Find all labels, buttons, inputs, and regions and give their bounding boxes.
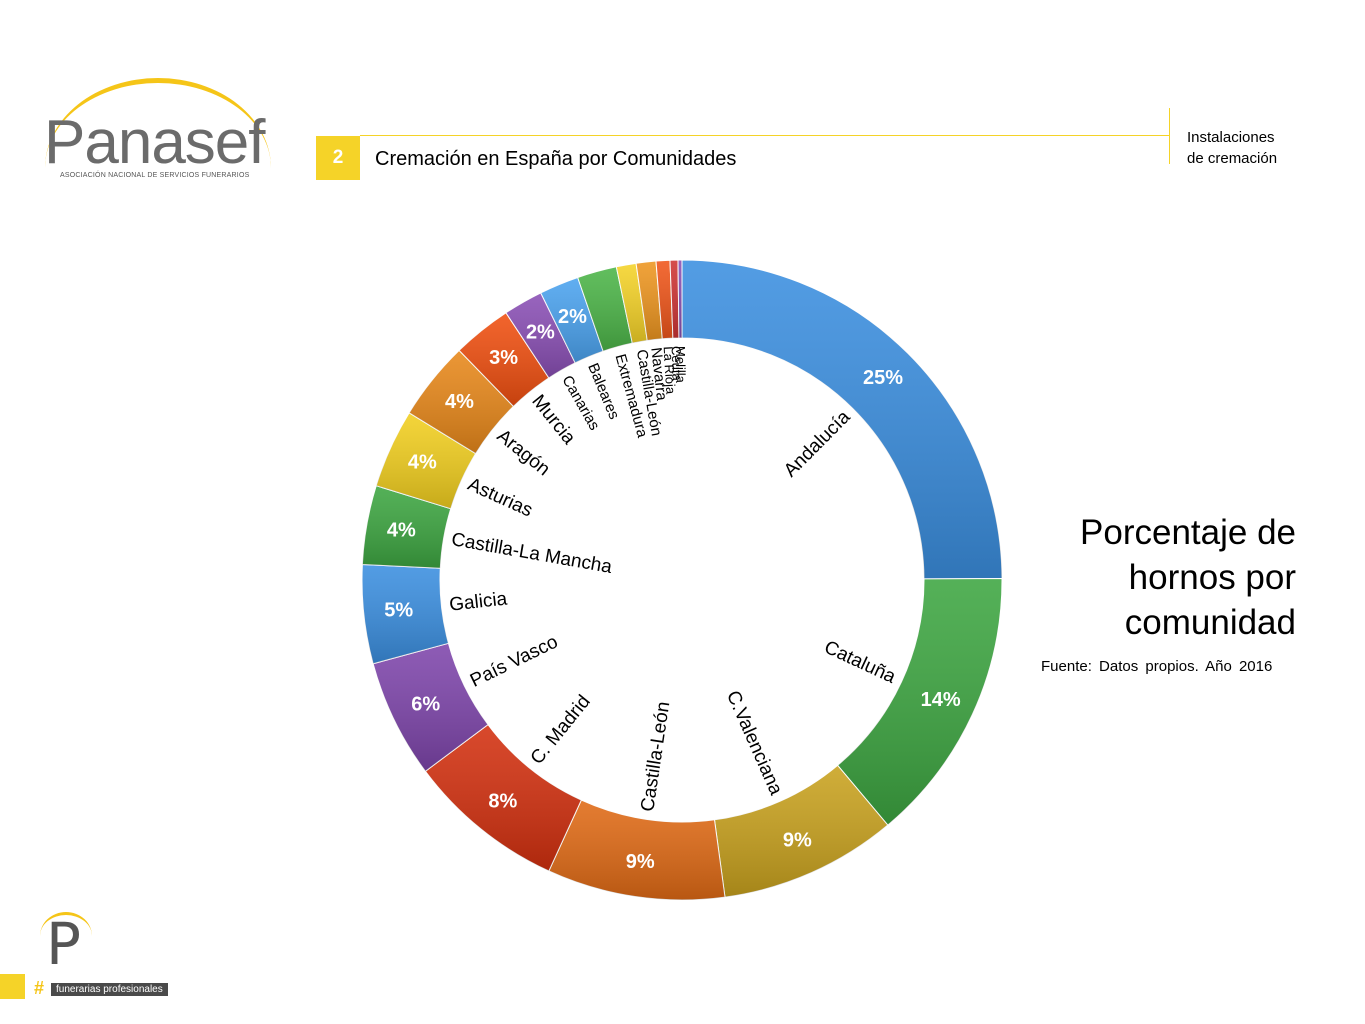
- slice-percent-label: 6%: [411, 694, 440, 716]
- slice-category-label: C.Valenciana: [722, 688, 787, 799]
- slice-category-label: Aragón: [493, 426, 554, 481]
- source-note: Fuente: Datos propios. Año 2016: [1041, 658, 1273, 675]
- donut-slice-shade: [636, 261, 663, 341]
- donut-slice-shade: [362, 485, 451, 569]
- logo-arc: [45, 78, 271, 168]
- section-title: Cremación en España por Comunidades: [375, 148, 737, 170]
- slice-percent-label: 14%: [921, 689, 961, 711]
- slice-category-label: Asturias: [464, 474, 535, 521]
- donut-slice-shade: [682, 260, 1002, 579]
- side-label-line: de cremación: [1187, 150, 1278, 167]
- header-divider: [360, 135, 1170, 136]
- donut-slice-shade: [505, 292, 576, 378]
- donut-slice-shade: [409, 350, 514, 454]
- footer-accent-block: [0, 974, 25, 999]
- slice-category-label: C. Madrid: [527, 691, 595, 768]
- footer-hash: #: [34, 978, 45, 998]
- slice-percent-label: 9%: [626, 851, 655, 873]
- donut-slice-shade: [669, 260, 679, 339]
- donut-slice-shade: [425, 724, 582, 871]
- logo-wordmark: Panasef: [44, 108, 266, 177]
- slice-category-label: Andalucía: [780, 406, 855, 481]
- slice-category-label: Melilla: [673, 346, 688, 384]
- slice-category-label: Galicia: [448, 588, 508, 615]
- slice-percent-label: 8%: [488, 791, 517, 813]
- slice-percent-label: 4%: [408, 452, 437, 474]
- chart-side-title: Porcentaje de hornos por comunidad: [996, 510, 1296, 645]
- donut-slice-shade: [577, 266, 633, 352]
- donut-slice-shade: [655, 260, 673, 339]
- slice-percent-label: 4%: [387, 520, 416, 542]
- footer-tag: funerarias profesionales: [51, 983, 168, 996]
- donut-slice-shade: [376, 412, 476, 509]
- chart-side-title-line: hornos por: [1128, 558, 1296, 597]
- section-side-label: Instalaciones de cremación: [1187, 127, 1337, 169]
- slice-category-label: Cataluña: [821, 637, 899, 688]
- logo-subtitle: ASOCIACIÓN NACIONAL DE SERVICIOS FUNERAR…: [60, 172, 250, 179]
- donut-slice-shade: [362, 564, 449, 664]
- footer-logo-letter: P: [46, 910, 81, 978]
- slice-category-label: Navarra: [647, 347, 670, 403]
- slice-percent-label: 9%: [783, 830, 812, 852]
- donut-slice-shade: [714, 765, 888, 898]
- slice-category-label: Castilla-León: [637, 700, 674, 813]
- donut-slice-shade: [548, 800, 725, 900]
- donut-slice-shade: [459, 312, 549, 407]
- slice-percent-label: 2%: [526, 322, 555, 344]
- slice-percent-label: 25%: [863, 367, 903, 389]
- chart-side-title-line: Porcentaje de: [1080, 513, 1296, 552]
- section-number: 2: [316, 136, 360, 180]
- slice-category-label: Ceuta: [669, 346, 685, 382]
- slice-category-label: Castilla-La Mancha: [450, 529, 614, 578]
- chart-side-title-line: comunidad: [1124, 603, 1296, 642]
- donut-slice-shade: [837, 578, 1002, 826]
- slice-category-label: País Vasco: [467, 631, 561, 691]
- footer-logo-arc: [40, 912, 92, 936]
- header-vertical-divider: [1169, 108, 1170, 164]
- donut-slice-shade: [677, 260, 682, 339]
- donut-slice-shade: [540, 277, 604, 363]
- donut-slice-shade: [616, 263, 648, 344]
- donut-slice-shade: [373, 643, 488, 772]
- slice-category-label: La Rioja: [661, 346, 679, 395]
- slice-percent-label: 2%: [558, 306, 587, 328]
- slice-percent-label: 3%: [489, 347, 518, 369]
- slice-percent-label: 4%: [445, 391, 474, 413]
- side-label-line: Instalaciones: [1187, 129, 1275, 146]
- slice-percent-label: 5%: [384, 600, 413, 622]
